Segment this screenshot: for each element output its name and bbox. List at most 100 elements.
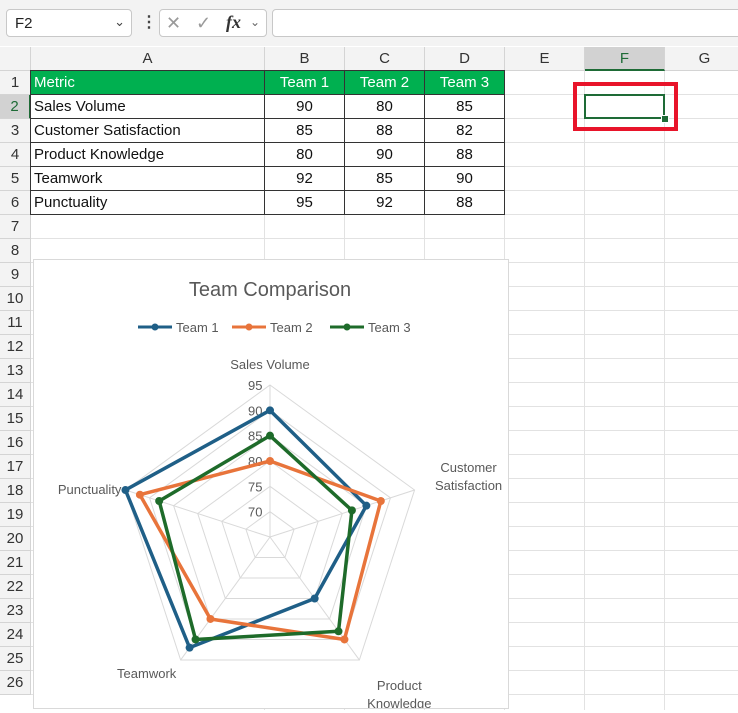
- series-point: [347, 506, 356, 515]
- axis-tick-label: 85: [248, 429, 262, 444]
- legend-marker: [343, 323, 351, 331]
- grid-ring: [245, 511, 295, 558]
- table-cell[interactable]: Sales Volume: [30, 94, 265, 119]
- grid-line: [31, 238, 738, 239]
- grid-ring: [148, 409, 392, 640]
- row-header-17[interactable]: 17: [0, 455, 31, 479]
- name-box[interactable]: F2 ⌄: [6, 9, 132, 37]
- row-header-21[interactable]: 21: [0, 551, 31, 575]
- row-header-16[interactable]: 16: [0, 431, 31, 455]
- table-cell[interactable]: Punctuality: [30, 190, 265, 215]
- grid-spoke: [269, 489, 415, 538]
- column-header-e[interactable]: E: [505, 47, 585, 71]
- row-header-5[interactable]: 5: [0, 167, 31, 191]
- select-all-corner[interactable]: [0, 47, 31, 71]
- category-label: Teamwork: [117, 666, 177, 681]
- table-cell[interactable]: 92: [344, 190, 425, 215]
- row-header-12[interactable]: 12: [0, 335, 31, 359]
- row-header-13[interactable]: 13: [0, 359, 31, 383]
- column-header-f[interactable]: F: [585, 47, 665, 71]
- formula-input[interactable]: [272, 9, 738, 37]
- series-point: [155, 496, 164, 505]
- radar-chart[interactable]: Team Comparison Team 1 Team 2 Team 3 95 90 85 8…: [33, 259, 509, 711]
- table-cell[interactable]: 92: [264, 166, 345, 191]
- row-header-4[interactable]: 4: [0, 143, 31, 167]
- selected-cell-f2[interactable]: [584, 94, 665, 119]
- row-header-9[interactable]: 9: [0, 263, 31, 287]
- table-cell[interactable]: Customer Satisfaction: [30, 118, 265, 143]
- table-cell[interactable]: 88: [424, 142, 505, 167]
- table-cell[interactable]: 80: [264, 142, 345, 167]
- category-label: Product Knowledge: [367, 678, 431, 708]
- row-header-14[interactable]: 14: [0, 383, 31, 407]
- more-options-icon[interactable]: ⋮: [141, 14, 157, 31]
- chevron-down-icon[interactable]: ⌄: [114, 14, 125, 29]
- column-header-b[interactable]: B: [265, 47, 345, 71]
- legend-marker: [151, 323, 159, 331]
- table-cell[interactable]: 90: [424, 166, 505, 191]
- highlight-box: [573, 82, 678, 131]
- table-header-cell[interactable]: Team 3: [424, 70, 505, 95]
- row-header-11[interactable]: 11: [0, 311, 31, 335]
- table-header-cell[interactable]: Team 2: [344, 70, 425, 95]
- table-cell[interactable]: 90: [344, 142, 425, 167]
- table-cell[interactable]: Product Knowledge: [30, 142, 265, 167]
- table-cell[interactable]: 85: [424, 94, 505, 119]
- table-cell[interactable]: 88: [344, 118, 425, 143]
- category-label: Sales Volume: [230, 357, 310, 372]
- column-header-g[interactable]: G: [665, 47, 738, 71]
- row-header-25[interactable]: 25: [0, 647, 31, 671]
- axis-tick-label: 75: [248, 479, 262, 494]
- fill-handle[interactable]: [661, 115, 669, 123]
- table-cell[interactable]: 90: [264, 94, 345, 119]
- row-header-1[interactable]: 1: [0, 71, 31, 95]
- series-point: [121, 486, 130, 495]
- table-cell[interactable]: 82: [424, 118, 505, 143]
- table-cell[interactable]: 85: [264, 118, 345, 143]
- series-point: [266, 457, 274, 465]
- row-header-3[interactable]: 3: [0, 119, 31, 143]
- row-header-26[interactable]: 26: [0, 671, 31, 695]
- chevron-down-icon[interactable]: ⌄: [250, 15, 261, 29]
- row-header-8[interactable]: 8: [0, 239, 31, 263]
- category-label: Punctuality: [58, 482, 122, 497]
- column-header-a[interactable]: A: [31, 47, 265, 71]
- table-header-cell[interactable]: Team 1: [264, 70, 345, 95]
- chart-title: Team Comparison: [189, 279, 351, 301]
- table-cell[interactable]: Teamwork: [30, 166, 265, 191]
- row-header-18[interactable]: 18: [0, 479, 31, 503]
- row-header-23[interactable]: 23: [0, 599, 31, 623]
- row-header-19[interactable]: 19: [0, 503, 31, 527]
- series-line: [138, 459, 383, 642]
- enter-check-icon[interactable]: ✓: [196, 13, 212, 33]
- legend-label: Team 1: [176, 320, 219, 335]
- row-header-2[interactable]: 2: [0, 95, 31, 119]
- function-icon[interactable]: fx: [226, 12, 241, 32]
- table-header-cell[interactable]: Metric: [30, 70, 265, 95]
- table-cell[interactable]: 85: [344, 166, 425, 191]
- series-point: [266, 431, 274, 440]
- column-header-c[interactable]: C: [345, 47, 425, 71]
- row-header-7[interactable]: 7: [0, 215, 31, 239]
- series-point: [191, 635, 200, 644]
- grid-ring: [173, 435, 367, 620]
- row-header-15[interactable]: 15: [0, 407, 31, 431]
- row-header-10[interactable]: 10: [0, 287, 31, 311]
- row-header-24[interactable]: 24: [0, 623, 31, 647]
- table-cell[interactable]: 88: [424, 190, 505, 215]
- grid-line: [664, 71, 665, 710]
- cancel-icon[interactable]: ✕: [166, 13, 182, 33]
- row-header-6[interactable]: 6: [0, 191, 31, 215]
- series-point: [340, 635, 349, 644]
- table-cell[interactable]: 95: [264, 190, 345, 215]
- table-cell[interactable]: 80: [344, 94, 425, 119]
- grid-spoke: [125, 489, 271, 538]
- column-header-d[interactable]: D: [425, 47, 505, 71]
- row-header-20[interactable]: 20: [0, 527, 31, 551]
- grid-ring: [221, 485, 319, 579]
- series-point: [334, 627, 343, 636]
- grid-ring: [124, 384, 416, 661]
- series-point: [206, 614, 215, 623]
- row-header-22[interactable]: 22: [0, 575, 31, 599]
